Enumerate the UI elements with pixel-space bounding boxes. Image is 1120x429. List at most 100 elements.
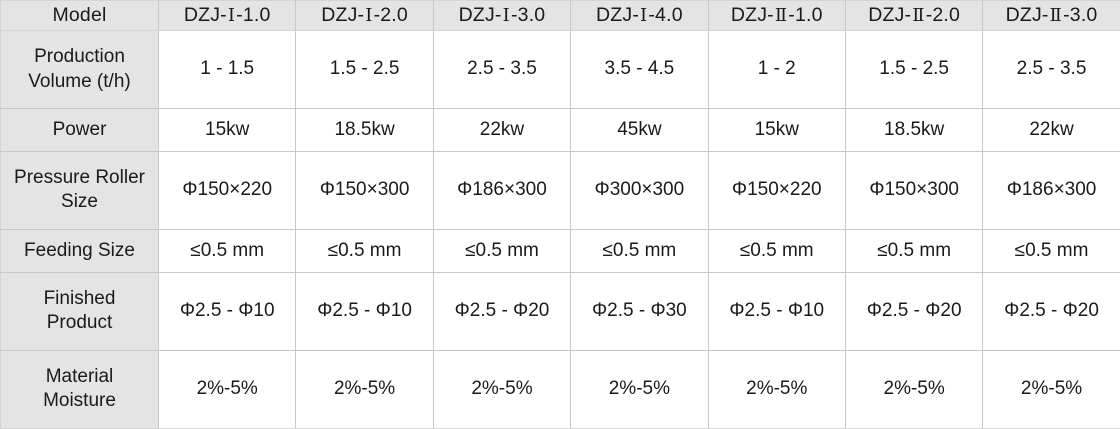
- cell-production-volume-7: 2.5 - 3.5: [982, 29, 1120, 110]
- table-row: Production Volume (t/h) 1 - 1.5 1.5 - 2.5…: [0, 29, 1120, 110]
- roman-numeral-5: Ⅱ: [774, 5, 788, 25]
- cell-pressure-roller-size-2: Φ150×300: [295, 150, 434, 230]
- column-header-model: Model: [0, 0, 159, 31]
- table-row: Feeding Size ≤0.5 mm ≤0.5 mm ≤0.5 mm ≤0.…: [0, 228, 1120, 273]
- cell-finished-product-5: Φ2.5 - Φ10: [707, 271, 846, 351]
- cell-production-volume-6: 1.5 - 2.5: [844, 29, 984, 110]
- model-code-5: DZJ-Ⅱ-1.0: [731, 4, 823, 26]
- row-header-material-moisture: Material Moisture: [0, 349, 159, 429]
- cell-material-moisture-3: 2%-5%: [432, 349, 572, 429]
- cell-feeding-size-1: ≤0.5 mm: [157, 228, 297, 273]
- model-code-6: DZJ-Ⅱ-2.0: [868, 4, 960, 26]
- cell-finished-product-3: Φ2.5 - Φ20: [432, 271, 572, 351]
- row-label-line1: Pressure Roller: [14, 167, 145, 189]
- model-prefix-7: DZJ-: [1005, 4, 1049, 26]
- cell-pressure-roller-size-1: Φ150×220: [157, 150, 297, 230]
- cell-material-moisture-1: 2%-5%: [157, 349, 297, 429]
- cell-pressure-roller-size-3: Φ186×300: [432, 150, 572, 230]
- cell-feeding-size-4: ≤0.5 mm: [570, 228, 709, 273]
- row-label-line1: Production: [34, 46, 125, 68]
- cell-power-7: 22kw: [982, 108, 1120, 152]
- model-code-7: DZJ-Ⅱ-3.0: [1006, 4, 1098, 26]
- model-suffix-7: -3.0: [1063, 4, 1098, 26]
- row-label-line1: Material: [45, 366, 114, 388]
- table-row: Pressure Roller Size Φ150×220 Φ150×300 Φ1…: [0, 150, 1120, 230]
- roman-numeral-3: Ⅰ: [502, 5, 510, 25]
- cell-finished-product-1: Φ2.5 - Φ10: [157, 271, 297, 351]
- cell-power-3: 22kw: [432, 108, 572, 152]
- table-header-row: Model DZJ-Ⅰ-1.0 DZJ-Ⅰ-2.0 DZJ-Ⅰ-3.0 DZJ-…: [0, 0, 1120, 31]
- cell-pressure-roller-size-7: Φ186×300: [982, 150, 1120, 230]
- model-suffix-5: -1.0: [788, 4, 823, 26]
- cell-material-moisture-6: 2%-5%: [844, 349, 984, 429]
- column-header-model-4: DZJ-Ⅰ-4.0: [570, 0, 709, 31]
- cell-material-moisture-2: 2%-5%: [295, 349, 434, 429]
- cell-power-6: 18.5kw: [844, 108, 984, 152]
- cell-material-moisture-7: 2%-5%: [982, 349, 1120, 429]
- model-suffix-3: -3.0: [510, 4, 546, 26]
- row-label-line2: Volume (t/h): [28, 70, 131, 92]
- cell-production-volume-3: 2.5 - 3.5: [432, 29, 572, 110]
- model-prefix-3: DZJ-: [458, 4, 502, 26]
- cell-power-2: 18.5kw: [295, 108, 434, 152]
- table-row: Finished Product Φ2.5 - Φ10 Φ2.5 - Φ10 Φ2…: [0, 271, 1120, 351]
- roman-numeral-1: Ⅰ: [227, 5, 236, 25]
- roman-numeral-6: Ⅱ: [912, 5, 925, 25]
- row-label-line2: Product: [46, 312, 113, 334]
- table-row: Material Moisture 2%-5% 2%-5% 2%-5% 2%-5%…: [0, 349, 1120, 429]
- cell-pressure-roller-size-6: Φ150×300: [844, 150, 984, 230]
- cell-pressure-roller-size-4: Φ300×300: [570, 150, 709, 230]
- row-header-production-volume: Production Volume (t/h): [0, 29, 159, 110]
- column-header-model-3: DZJ-Ⅰ-3.0: [432, 0, 572, 31]
- cell-finished-product-4: Φ2.5 - Φ30: [570, 271, 709, 351]
- row-header-power: Power: [0, 108, 159, 152]
- cell-finished-product-7: Φ2.5 - Φ20: [982, 271, 1120, 351]
- column-header-model-1: DZJ-Ⅰ-1.0: [157, 0, 297, 31]
- cell-feeding-size-3: ≤0.5 mm: [432, 228, 572, 273]
- cell-feeding-size-6: ≤0.5 mm: [844, 228, 984, 273]
- cell-material-moisture-5: 2%-5%: [707, 349, 846, 429]
- model-suffix-2: -2.0: [373, 4, 408, 26]
- row-header-pressure-roller-size: Pressure Roller Size: [0, 150, 159, 230]
- model-code-1: DZJ-Ⅰ-1.0: [184, 4, 271, 26]
- cell-production-volume-2: 1.5 - 2.5: [295, 29, 434, 110]
- model-prefix-2: DZJ-: [321, 4, 365, 26]
- cell-feeding-size-7: ≤0.5 mm: [982, 228, 1120, 273]
- column-header-model-6: DZJ-Ⅱ-2.0: [844, 0, 984, 31]
- model-suffix-6: -2.0: [925, 4, 961, 26]
- cell-finished-product-2: Φ2.5 - Φ10: [295, 271, 434, 351]
- table-row: Power 15kw 18.5kw 22kw 45kw 15kw 18.5kw …: [0, 108, 1120, 152]
- column-header-model-2: DZJ-Ⅰ-2.0: [295, 0, 434, 31]
- model-prefix-5: DZJ-: [730, 4, 774, 26]
- row-label-line2: Size: [61, 191, 98, 213]
- cell-finished-product-6: Φ2.5 - Φ20: [844, 271, 984, 351]
- model-code-3: DZJ-Ⅰ-3.0: [459, 4, 546, 26]
- column-header-model-5: DZJ-Ⅱ-1.0: [707, 0, 846, 31]
- cell-power-5: 15kw: [707, 108, 846, 152]
- table-header: Model DZJ-Ⅰ-1.0 DZJ-Ⅰ-2.0 DZJ-Ⅰ-3.0 DZJ-…: [0, 0, 1120, 31]
- table-body: Production Volume (t/h) 1 - 1.5 1.5 - 2.5…: [0, 29, 1120, 429]
- model-code-4: DZJ-Ⅰ-4.0: [596, 4, 683, 26]
- cell-production-volume-4: 3.5 - 4.5: [570, 29, 709, 110]
- model-prefix-6: DZJ-: [868, 4, 912, 26]
- model-prefix-4: DZJ-: [595, 4, 640, 26]
- row-header-feeding-size: Feeding Size: [0, 228, 159, 273]
- cell-production-volume-1: 1 - 1.5: [157, 29, 297, 110]
- model-suffix-1: -1.0: [236, 4, 271, 26]
- cell-feeding-size-5: ≤0.5 mm: [707, 228, 846, 273]
- model-suffix-4: -4.0: [648, 4, 683, 26]
- column-header-model-7: DZJ-Ⅱ-3.0: [982, 0, 1120, 31]
- cell-power-1: 15kw: [157, 108, 297, 152]
- roman-numeral-4: Ⅰ: [640, 5, 648, 25]
- cell-pressure-roller-size-5: Φ150×220: [707, 150, 846, 230]
- roman-numeral-7: Ⅱ: [1049, 5, 1063, 25]
- row-label-line1: Finished: [43, 287, 116, 309]
- cell-material-moisture-4: 2%-5%: [570, 349, 709, 429]
- cell-power-4: 45kw: [570, 108, 709, 152]
- row-header-finished-product: Finished Product: [0, 271, 159, 351]
- model-prefix-1: DZJ-: [183, 4, 227, 26]
- cell-production-volume-5: 1 - 2: [707, 29, 846, 110]
- model-code-2: DZJ-Ⅰ-2.0: [321, 4, 408, 26]
